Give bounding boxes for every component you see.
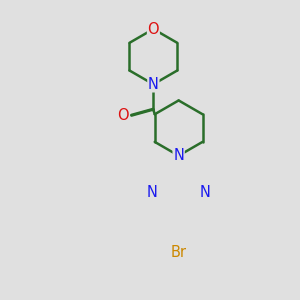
Text: N: N — [147, 185, 158, 200]
Text: N: N — [173, 148, 184, 163]
Text: O: O — [117, 108, 129, 123]
Text: N: N — [200, 185, 211, 200]
Text: Br: Br — [171, 245, 187, 260]
Text: O: O — [148, 22, 159, 37]
Text: N: N — [148, 77, 159, 92]
